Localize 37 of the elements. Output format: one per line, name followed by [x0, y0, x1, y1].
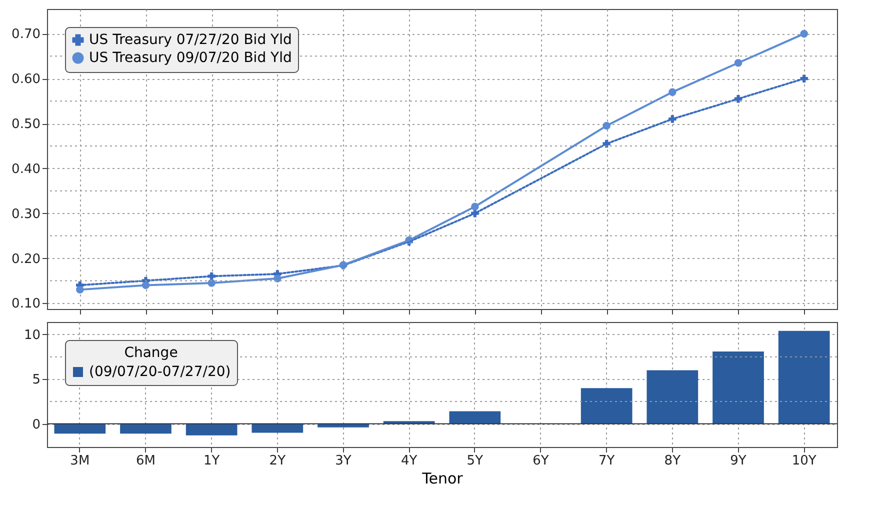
y-tick-label: 0.40	[12, 162, 40, 177]
x-tick-label: 10Y	[792, 454, 816, 468]
legend-label: (09/07/20-07/27/20)	[89, 364, 231, 380]
x-tick-label: 1Y	[203, 454, 220, 468]
y-tick-label: 0.30	[12, 206, 40, 222]
bar	[778, 330, 830, 424]
bar	[252, 424, 304, 433]
legend-label: US Treasury 07/27/20 Bid Yld	[89, 32, 292, 48]
bar	[54, 424, 106, 434]
bar	[712, 351, 764, 424]
bar	[120, 424, 172, 434]
x-tick-label: 6Y	[532, 454, 549, 468]
bar	[580, 388, 632, 424]
x-tick-label: 8Y	[664, 454, 681, 468]
legend-label: US Treasury 09/07/20 Bid Yld	[89, 50, 292, 66]
x-tick-label: 5Y	[466, 454, 484, 468]
x-tick-label: 6M	[136, 454, 156, 468]
bar	[646, 370, 698, 424]
x-tick-label: 9Y	[730, 454, 746, 468]
bar	[186, 424, 238, 436]
y-tick-label: 0.10	[12, 296, 40, 312]
y-tick-label: 0.50	[12, 117, 40, 132]
x-tick-label: 3M	[70, 454, 90, 468]
x-tick-label: 4Y	[400, 454, 418, 468]
y-tick-label: 5	[32, 372, 40, 388]
legend-title: Change	[124, 345, 178, 361]
bar	[383, 421, 435, 424]
x-tick-label: 7Y	[598, 454, 615, 468]
y-tick-label: 0.70	[12, 27, 40, 42]
y-tick-label: 0.60	[12, 72, 40, 88]
x-axis-title: Tenor	[421, 470, 464, 488]
x-tick-label: 3Y	[335, 454, 352, 468]
x-tick-label: 2Y	[269, 454, 286, 468]
y-tick-label: 0.20	[12, 252, 40, 267]
y-tick-label: 10	[24, 328, 40, 343]
bar	[449, 411, 501, 424]
y-tick-label: 0	[32, 417, 40, 432]
